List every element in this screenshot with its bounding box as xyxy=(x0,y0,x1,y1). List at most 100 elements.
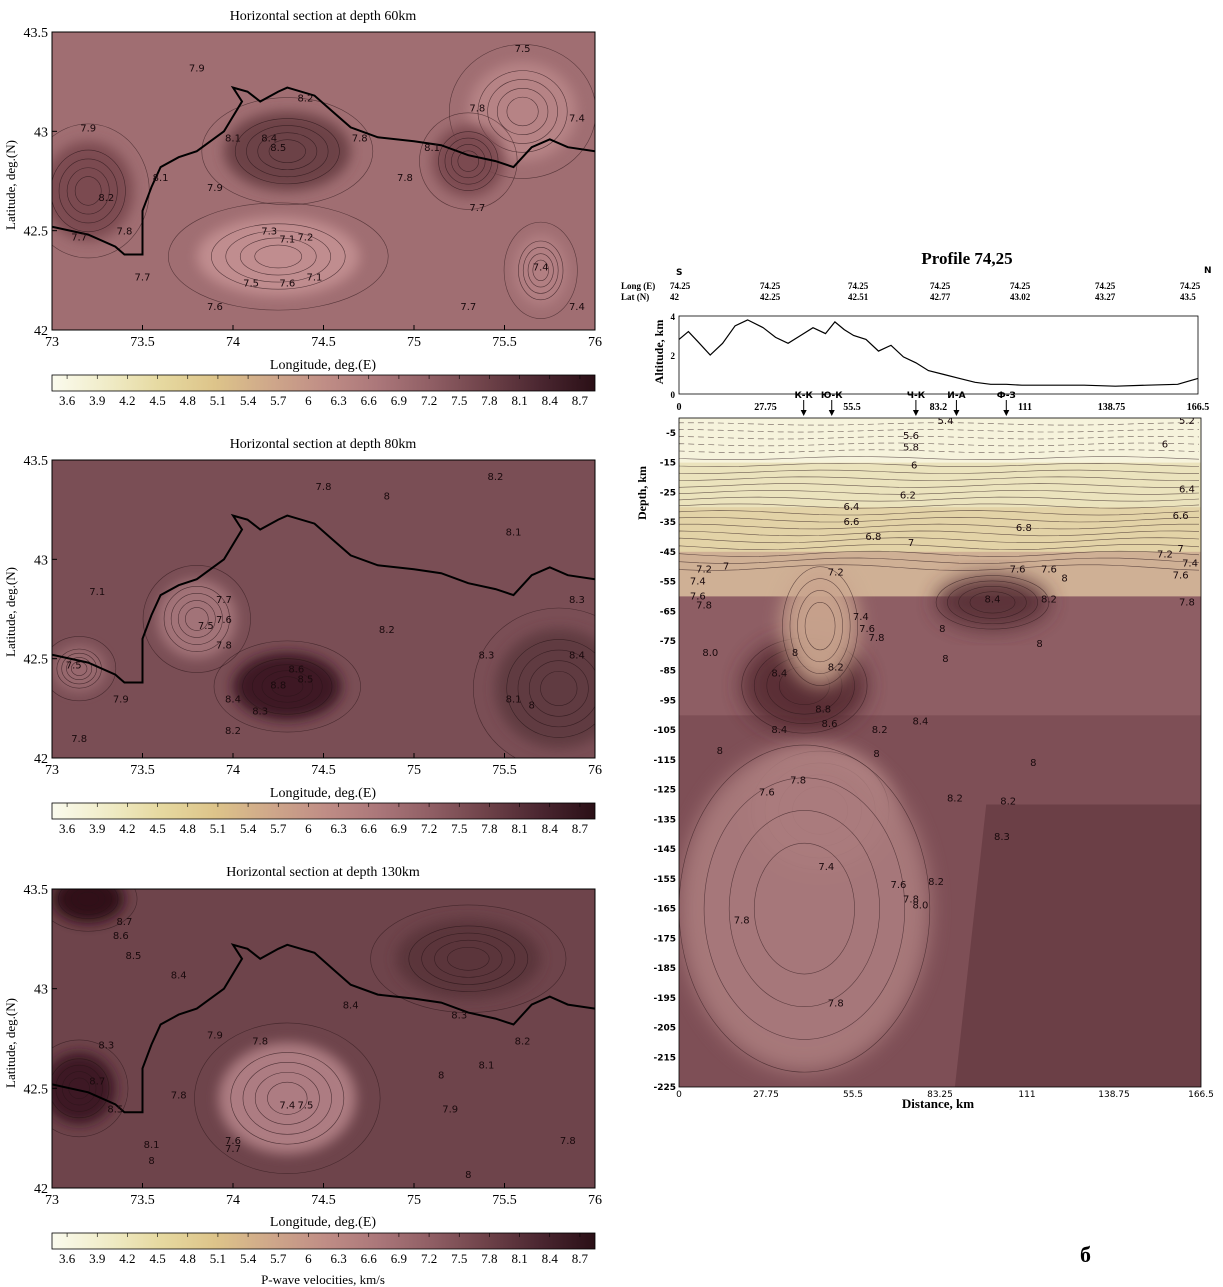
section-frame xyxy=(678,417,1202,1088)
long-value: 74.25 xyxy=(930,281,951,291)
contour-line xyxy=(679,557,1200,564)
colorbar-tick-label: 6 xyxy=(305,393,312,408)
long-value: 74.25 xyxy=(1010,281,1031,291)
map-xlabel: Longitude, deg.(E) xyxy=(270,358,376,373)
contour-label: 7.6 xyxy=(1041,565,1057,576)
contour-line xyxy=(679,429,1200,433)
contour-line xyxy=(449,44,595,179)
country-border xyxy=(52,943,595,1114)
colorbar-tick-label: 7.8 xyxy=(481,821,497,836)
contour-line xyxy=(679,744,931,1073)
x-tick-label: 74 xyxy=(226,763,240,778)
contour-label: 8.5 xyxy=(107,1104,123,1115)
colorbar-tick-label: 5.7 xyxy=(270,1251,287,1266)
depth-tick-label: -65 xyxy=(660,607,676,617)
x-tick-label: 73.5 xyxy=(130,763,155,778)
profile-endpoint-s: S xyxy=(676,268,682,278)
contour-label: 8.7 xyxy=(89,1076,105,1087)
contour-label: 7.6 xyxy=(690,591,706,602)
contour-line xyxy=(679,510,1200,516)
contour-label: 7.6 xyxy=(859,624,875,635)
contour-label: 7.9 xyxy=(113,694,129,705)
contour-label: 8 xyxy=(148,1156,154,1167)
contour-line xyxy=(789,578,851,675)
distance-tick-label: 55.5 xyxy=(843,1090,863,1100)
distance-tick-label: 27.75 xyxy=(753,1090,779,1100)
contour-line xyxy=(421,932,516,985)
contour-line xyxy=(506,96,539,127)
station-label: Ч-К xyxy=(907,391,926,401)
depth-tick-label: -5 xyxy=(666,429,676,439)
contour-line xyxy=(679,537,1200,544)
y-tick-label: 42 xyxy=(34,1182,48,1197)
depth-tick-label: -125 xyxy=(653,786,676,796)
contour-line xyxy=(268,139,306,163)
contour-line xyxy=(64,889,112,915)
colorbar-80km: 3.6 3.9 4.2 4.5 4.8 5.1 5.4 5.7 6 6.3 6.6 6.9 7.2 7.5… xyxy=(51,802,596,836)
contour-label: 7.8 xyxy=(316,482,332,493)
velocity-layer xyxy=(679,551,1201,598)
contour-line xyxy=(52,636,117,702)
contour-line xyxy=(506,639,595,738)
contour-label: 8.3 xyxy=(478,651,494,662)
x-tick-label: 76 xyxy=(588,763,602,778)
figure-letter: б xyxy=(1080,1242,1091,1267)
contour-label: 7.8 xyxy=(397,173,413,184)
contour-line xyxy=(679,456,1200,461)
contour-label: 8.2 xyxy=(487,472,503,483)
velocity-layer xyxy=(679,507,1201,553)
contour-label: 7.6 xyxy=(225,1136,241,1147)
station-arrowhead xyxy=(953,410,960,416)
colorbar-tick-label: 6.3 xyxy=(330,393,346,408)
contour-label: 8 xyxy=(873,749,879,760)
altitude-x-tick-label: 83.2 xyxy=(930,402,948,413)
contour-line xyxy=(52,889,138,932)
contour-label: 8.3 xyxy=(569,595,585,606)
contour-label: 7.1 xyxy=(89,587,105,598)
contour-line xyxy=(679,489,1200,495)
colorbar-tick-label: 4.8 xyxy=(180,821,196,836)
contour-label: 6 xyxy=(911,461,917,472)
depth-tick-label: -105 xyxy=(653,726,676,736)
contour-line xyxy=(74,176,102,206)
x-tick-label: 75 xyxy=(407,763,421,778)
contour-line xyxy=(52,149,126,233)
depth-tick-label: -135 xyxy=(653,815,676,825)
map-ylabel: Latitude, deg.(N) xyxy=(3,567,18,657)
velocity-anomaly xyxy=(432,125,505,197)
contour-label: 8 xyxy=(528,700,534,711)
depth-tick-label: -175 xyxy=(653,934,676,944)
x-tick-label: 75.5 xyxy=(492,763,517,778)
contour-label: 8.0 xyxy=(912,901,928,912)
contour-line xyxy=(261,670,313,703)
contour-line xyxy=(267,1081,308,1115)
contour-label: 8.4 xyxy=(225,694,241,705)
contour-line xyxy=(935,575,1050,630)
map-xlabel: Longitude, deg.(E) xyxy=(270,786,376,801)
y-tick-label: 43 xyxy=(34,553,48,568)
y-tick-label: 43.5 xyxy=(24,26,49,41)
contour-label: 8 xyxy=(465,1170,471,1181)
velocity-anomaly xyxy=(218,1042,357,1155)
colorbar-bar xyxy=(51,1232,596,1250)
long-value: 74.25 xyxy=(848,281,869,291)
contour-line xyxy=(246,125,329,178)
contour-line xyxy=(753,842,855,975)
contour-label: 7.8 xyxy=(828,999,844,1010)
contour-label: 8 xyxy=(942,654,948,665)
contour-label: 8.5 xyxy=(297,675,313,686)
colorbar-tick-label: 8.7 xyxy=(572,393,589,408)
contour-label: 8.4 xyxy=(171,971,187,982)
lat-value: 43.27 xyxy=(1095,292,1116,302)
altitude-x-tick-label: 166.5 xyxy=(1187,402,1210,413)
x-tick-label: 73.5 xyxy=(130,1193,155,1208)
contour-label: 8.0 xyxy=(702,648,718,659)
altitude-line xyxy=(678,319,1199,387)
contour-label: 7.7 xyxy=(460,302,476,313)
contour-line xyxy=(201,97,374,206)
contour-line xyxy=(194,1022,381,1174)
contour-label: 7 xyxy=(908,538,914,549)
depth-tick-label: -205 xyxy=(653,1024,676,1034)
y-tick-label: 43 xyxy=(34,983,48,998)
contour-line xyxy=(167,202,389,311)
